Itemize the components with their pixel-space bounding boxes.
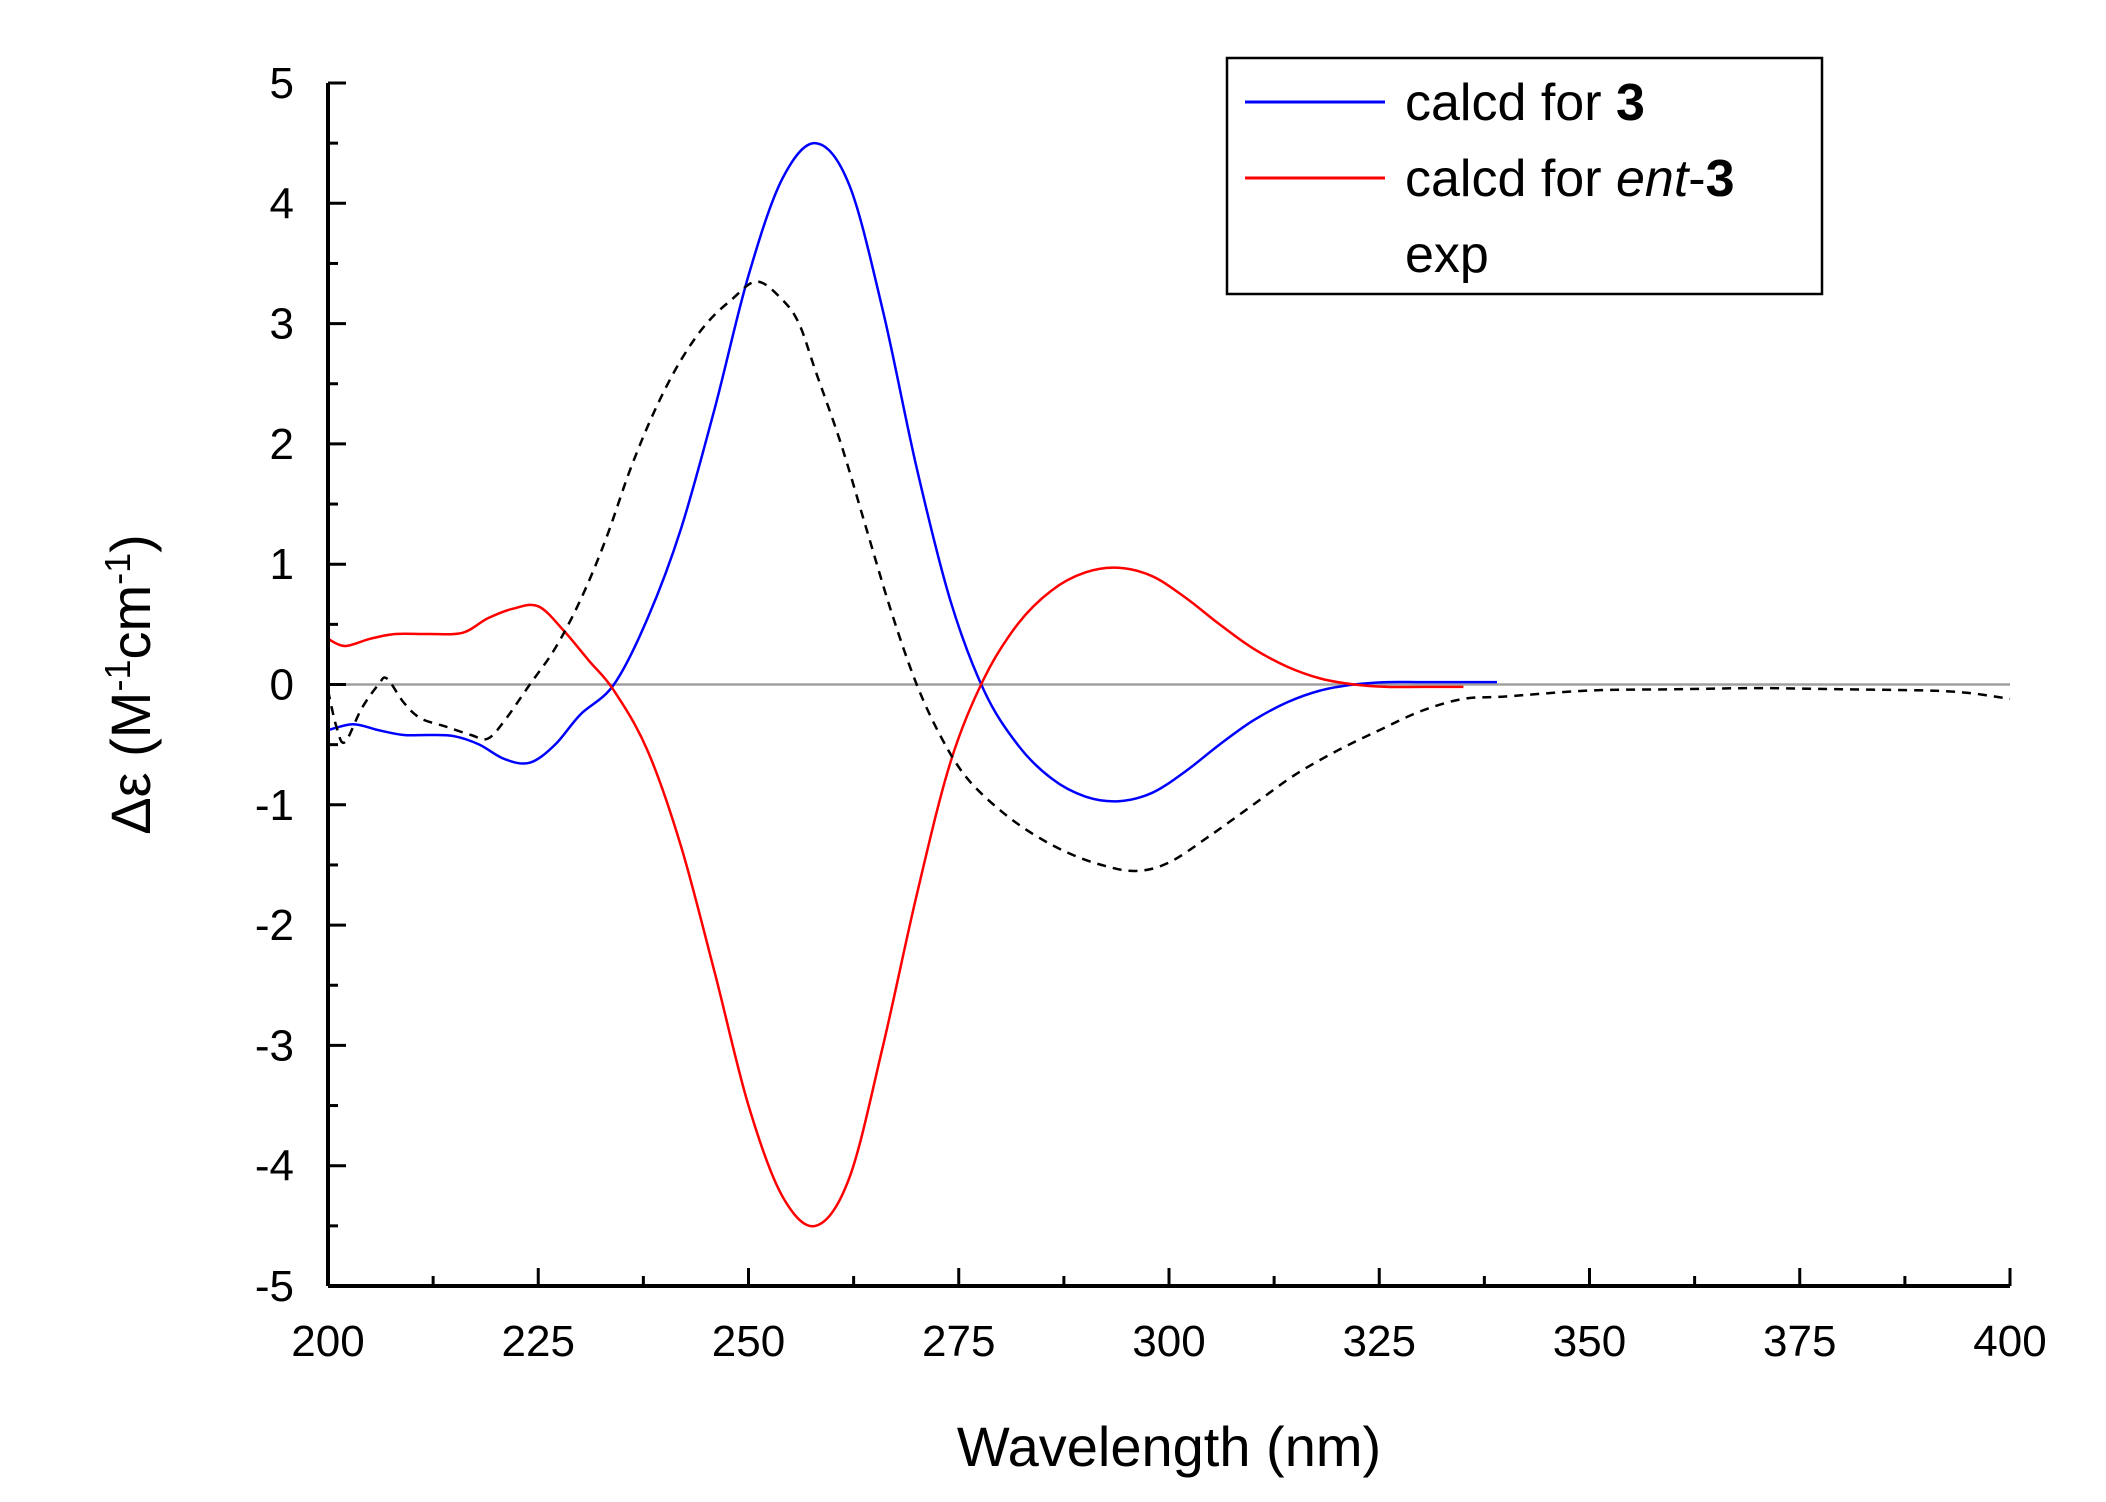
y-tick-label: -5 xyxy=(255,1262,294,1311)
legend: calcd for 3 calcd for ent-3 exp xyxy=(1225,56,1824,296)
y-ticks: 5 4 3 2 1 0 -1 -2 -3 -4 -5 xyxy=(255,59,346,1311)
legend-box xyxy=(1225,56,1824,296)
series-line-exp xyxy=(326,280,2011,873)
x-tick-label: 200 xyxy=(291,1317,364,1366)
legend-label-ent-3: calcd for ent-3 xyxy=(1405,150,1735,208)
legend-text-calcd-3: calcd for xyxy=(1405,74,1616,132)
legend-bold-ent-3: 3 xyxy=(1706,150,1735,208)
x-tick-label: 325 xyxy=(1343,1317,1416,1366)
y-axis-title-mid: cm xyxy=(99,585,162,660)
y-tick-label: 0 xyxy=(270,661,294,710)
series-line-calcd-3 xyxy=(327,141,1497,803)
y-tick-label: -1 xyxy=(255,781,294,830)
x-tick-label: 275 xyxy=(922,1317,995,1366)
y-tick-label: 5 xyxy=(270,59,294,108)
y-axis-title-suffix: ) xyxy=(99,534,162,553)
legend-label-calcd-3: calcd for 3 xyxy=(1405,74,1645,132)
legend-italic-ent-3: ent xyxy=(1616,150,1691,208)
legend-text-ent-3: calcd for xyxy=(1405,150,1616,208)
y-tick-label: 2 xyxy=(270,420,294,469)
y-axis-title-sup1: -1 xyxy=(97,660,138,692)
x-tick-label: 350 xyxy=(1553,1317,1626,1366)
legend-bold-calcd-3: 3 xyxy=(1616,74,1645,132)
y-tick-label: -4 xyxy=(255,1142,294,1191)
y-axis-title-sup2: -1 xyxy=(97,553,138,585)
legend-label-exp: exp xyxy=(1405,226,1489,284)
y-tick-label: 4 xyxy=(270,179,294,228)
y-tick-label: 1 xyxy=(270,540,294,589)
y-axis-title-prefix: Δε (M xyxy=(99,692,162,835)
x-tick-label: 400 xyxy=(1973,1317,2046,1366)
y-tick-label: -3 xyxy=(255,1021,294,1070)
x-ticks: 200 225 250 275 300 325 350 375 400 xyxy=(291,1268,2047,1366)
x-tick-label: 375 xyxy=(1763,1317,1836,1366)
y-tick-label: -2 xyxy=(255,901,294,950)
x-tick-label: 225 xyxy=(502,1317,575,1366)
x-tick-label: 250 xyxy=(712,1317,785,1366)
series-line-ent-3 xyxy=(327,566,1464,1228)
y-tick-label: 3 xyxy=(270,300,294,349)
y-axis-title: Δε (M-1cm-1) xyxy=(97,534,162,835)
series-layer xyxy=(326,141,2011,1228)
x-tick-label: 300 xyxy=(1132,1317,1205,1366)
x-axis-title: Wavelength (nm) xyxy=(957,1415,1381,1478)
legend-suffix-ent-3: - xyxy=(1688,150,1705,208)
